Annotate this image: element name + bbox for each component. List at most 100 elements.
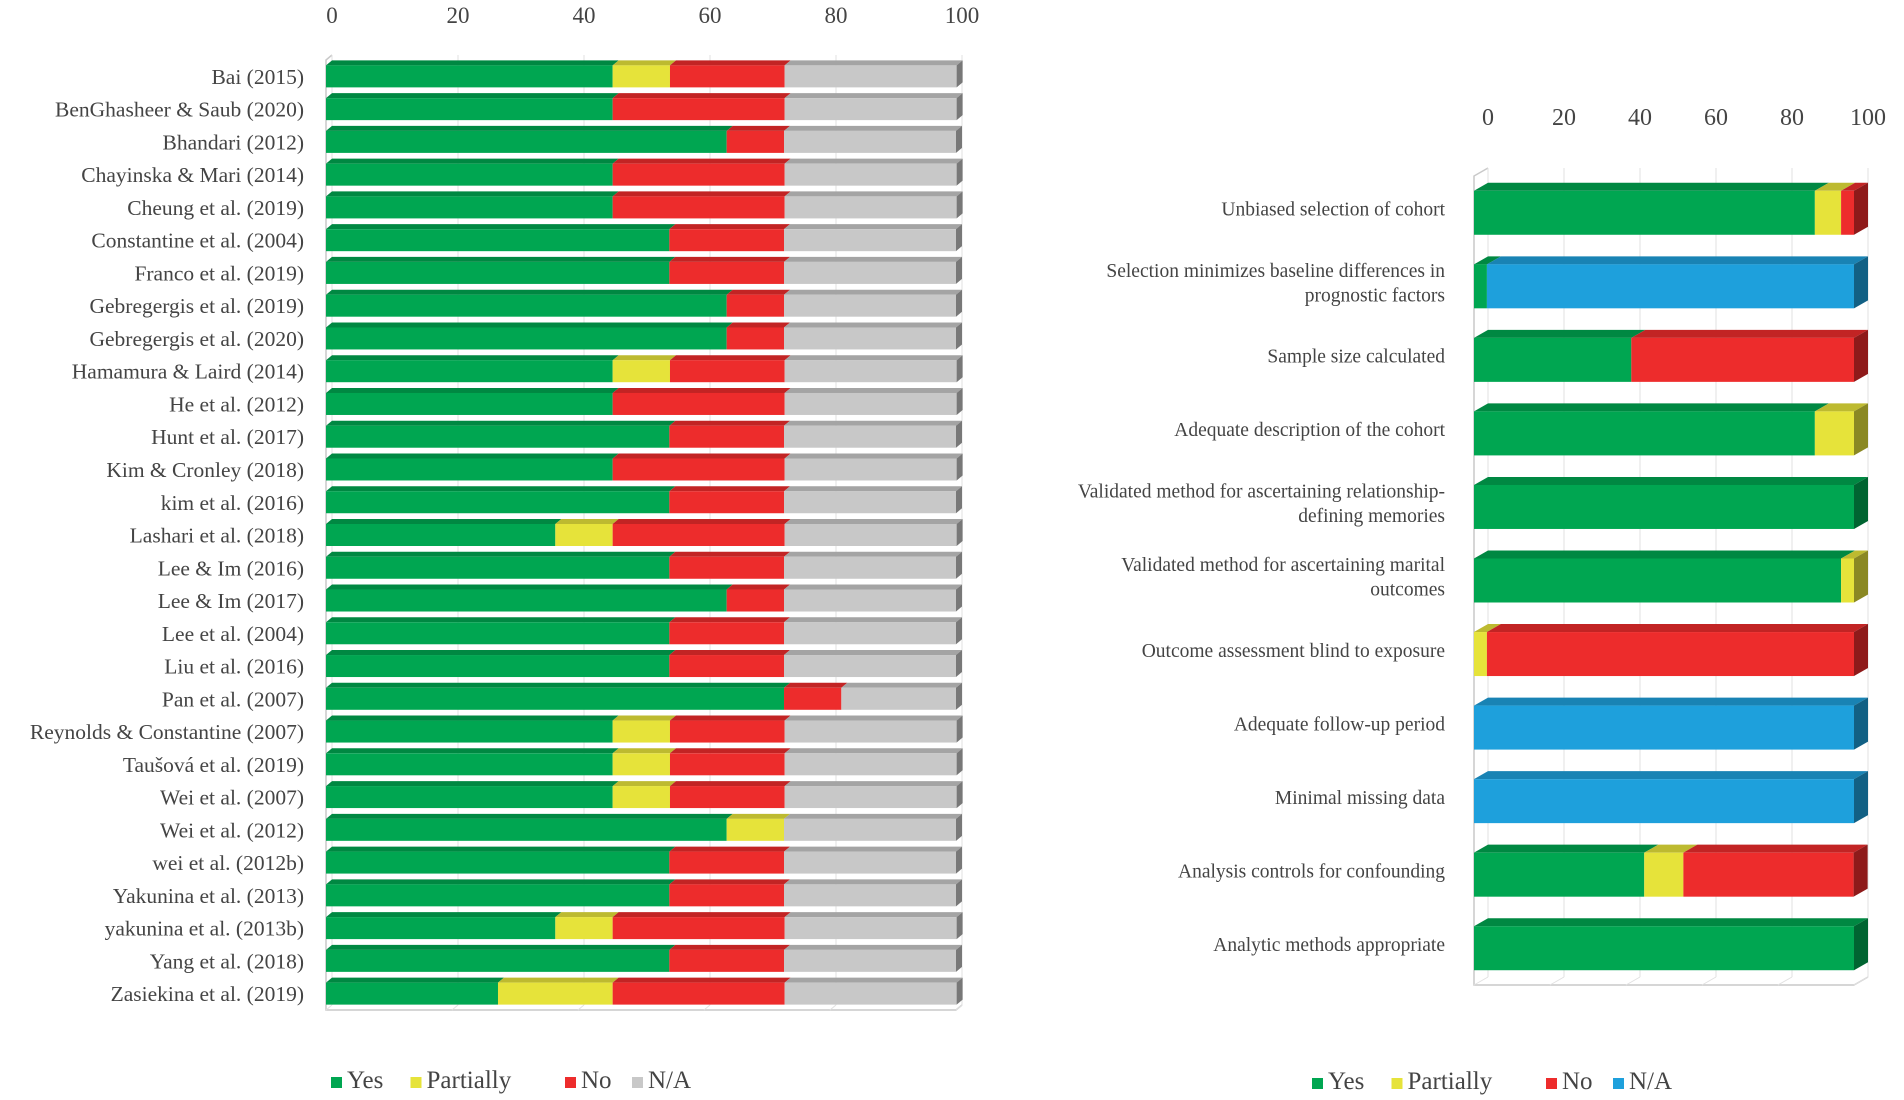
category-label-line: defining memories [1298,506,1445,527]
bar-segment-yes-top [326,420,676,426]
bar-segment-n-a [784,130,956,153]
category-label: Selection minimizes baseline differences… [1106,261,1445,306]
category-label-line: Zasiekina et al. (2019) [111,982,304,1006]
bar-end-face [1854,918,1868,971]
x-tick-label: 100 [1850,105,1886,131]
bar-segment-yes-top [326,813,733,819]
category-label-line: Lee & Im (2017) [158,589,304,613]
category-label: Analytic methods appropriate [1213,935,1445,956]
bar-segment-n-a-top [784,748,963,754]
category-label: Franco et al. (2019) [134,261,304,285]
category-label-line: Wei et al. (2007) [160,786,304,810]
category-label: Wei et al. (2007) [160,786,304,810]
gridline-floor [1777,976,1793,986]
bar-segment-partially-top [1814,403,1868,412]
bar-segment-n-a [784,818,956,841]
bar-end-face [956,191,963,219]
bar-segment-yes-top [1474,256,1501,265]
category-label: Bhandari (2012) [162,130,304,154]
bar-segment-n-a [784,294,956,317]
gridline-floor [1701,976,1717,986]
bar-segment-no [669,491,785,514]
bar-end-face [956,781,963,809]
bar-segment-yes [1474,337,1632,382]
bar-end-face [956,322,962,350]
bar-segment-no [669,949,785,972]
bar-segment-n-a [784,98,957,121]
legend-swatch-partially [410,1077,422,1088]
category-label: kim et al. (2016) [161,491,304,515]
bar-end-face [956,486,962,514]
gridline-floor [1853,976,1869,986]
bar-segment-n-a [784,556,956,579]
bar-segment-n-a [784,261,956,284]
category-label-line: He et al. (2012) [169,392,304,416]
bar-segment-n-a-top [784,715,963,721]
bar-segment-partially-top [612,781,676,787]
category-label-line: Kim & Cronley (2018) [106,458,304,482]
legend-label-partially: Partially [427,1067,512,1094]
bar-segment-yes-top [326,551,676,557]
bar-segment-yes-top [326,453,619,459]
bar-segment-yes-top [326,650,676,656]
bar-segment-no-top [1631,329,1868,338]
bar-end-face [1854,182,1868,235]
chart-right-criteria-quality: 0 20 40 60 80 100 Unbiased selection of cohort… [1078,105,1886,1095]
bar-segment-yes-top [1474,550,1856,559]
bar-segment-partially-top [555,519,619,524]
bar-segment-no-top [669,355,791,361]
bar-segment-partially [555,524,613,546]
bar-end-face [956,355,963,383]
bar-segment-n-a-top [784,158,963,164]
legend-label-yes: Yes [347,1067,383,1094]
category-label: wei et al. (2012b) [152,851,304,875]
legend-swatch-n-a [632,1077,643,1088]
legend-label-no: No [581,1067,612,1094]
category-label: Hamamura & Laird (2014) [72,360,304,384]
category-label-line: Validated method for ascertaining relati… [1078,482,1445,503]
bar-segment-partially [612,360,670,383]
bar-segment-no [669,851,785,874]
bar-segment-yes [326,720,613,743]
bar-segment-no-top [612,158,791,164]
gridline-floor [577,1004,585,1011]
bar-segment-yes [326,491,670,514]
category-label-line: Lee et al. (2004) [162,622,304,646]
bar-segment-yes [326,687,785,710]
bar-end-face [956,617,962,645]
bar-segment-partially [612,753,670,776]
gridline-floor [1473,976,1489,986]
bar-segment-no-top [1683,844,1868,853]
gridline-floor [1549,976,1565,986]
bar-segment-n-a [784,327,956,350]
bar-segment-no-top [612,93,791,99]
x-tick-label: 0 [326,3,338,28]
bar-segment-no-top [784,682,848,688]
chart-left-study-quality: 0 20 40 60 80 100 Bai (2015) BenGhasheer & Saub… [30,3,979,1094]
bar-segment-no-top [669,224,791,230]
bar-segment-no [726,130,785,153]
bar-segment-n-a-top [784,813,962,819]
category-label-line: Selection minimizes baseline differences… [1106,261,1445,282]
bar-segment-n-a-top [784,387,963,393]
legend-swatch-no [1546,1078,1557,1089]
bar-segment-yes-top [326,781,619,787]
category-label-line: Gebregergis et al. (2020) [89,327,304,351]
category-label: yakunina et al. (2013b) [105,917,304,941]
bar-segment-yes-top [1474,329,1646,338]
bar-segment-yes-top [326,617,676,623]
bar-segment-yes [1474,190,1815,235]
bar-segment-no [726,589,785,612]
category-label: Liu et al. (2016) [164,655,304,679]
bar-segment-no [669,425,785,448]
bar-end-face [956,748,963,776]
category-label: Minimal missing data [1275,788,1445,809]
bar-segment-yes-top [1474,844,1659,853]
category-label-line: Minimal missing data [1275,788,1445,809]
bar-end-face [956,256,962,284]
bar-segment-partially-top [1841,550,1868,559]
bar-segment-partially [612,786,670,809]
bar-segment-yes [326,327,727,350]
bar-segment-n-a-top [784,60,963,66]
bar-segment-no [726,327,785,350]
